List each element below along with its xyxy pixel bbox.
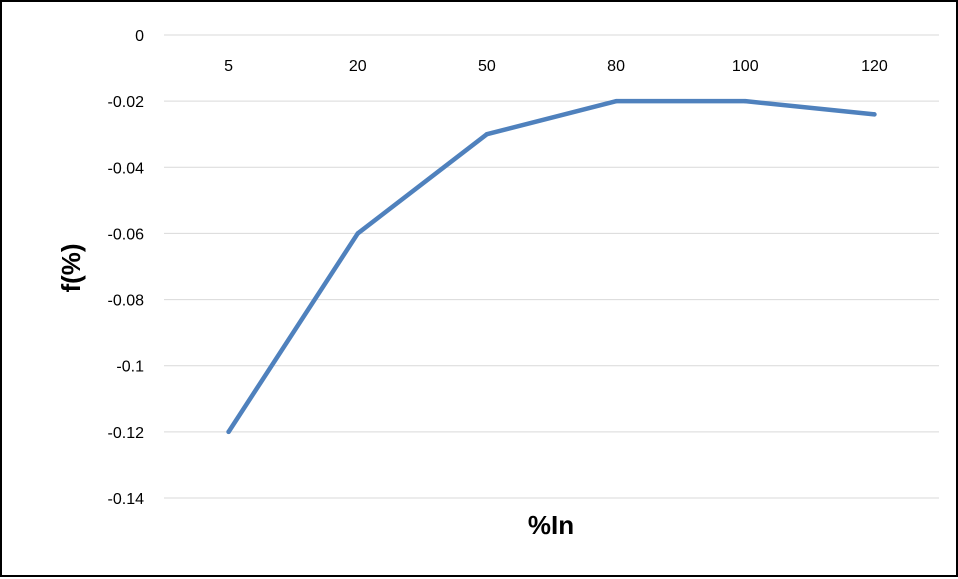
y-axis-tick-labels: 0 -0.02 -0.04 -0.06 -0.08 -0.1 -0.12 -0.14 [108,28,145,508]
x-tick-label: 120 [861,58,888,75]
y-tick-label: -0.14 [108,491,145,508]
y-tick-label: -0.1 [116,359,144,376]
x-tick-label: 100 [732,58,759,75]
x-tick-label: 80 [607,58,625,75]
y-tick-label: -0.12 [108,425,145,442]
y-axis-title: f(%) [56,243,86,292]
series-line [226,98,877,435]
x-tick-label: 20 [349,58,367,75]
y-tick-label: -0.08 [108,293,145,310]
data-point [355,231,360,236]
data-point [226,429,231,435]
gridlines [164,34,939,499]
series-layer [226,98,877,435]
x-tick-label: 50 [478,58,496,75]
y-tick-label: -0.02 [108,94,145,111]
x-axis-title: %In [528,510,574,540]
x-tick-label: 5 [224,58,233,75]
y-tick-label: -0.04 [108,160,145,177]
data-point [484,132,490,137]
y-tick-label: -0.06 [108,226,145,243]
data-point [613,98,619,104]
y-tick-label: 0 [135,28,144,45]
data-point [872,112,877,117]
x-axis-tick-labels: 5 20 50 80 100 120 [224,58,888,75]
data-point [743,98,748,104]
